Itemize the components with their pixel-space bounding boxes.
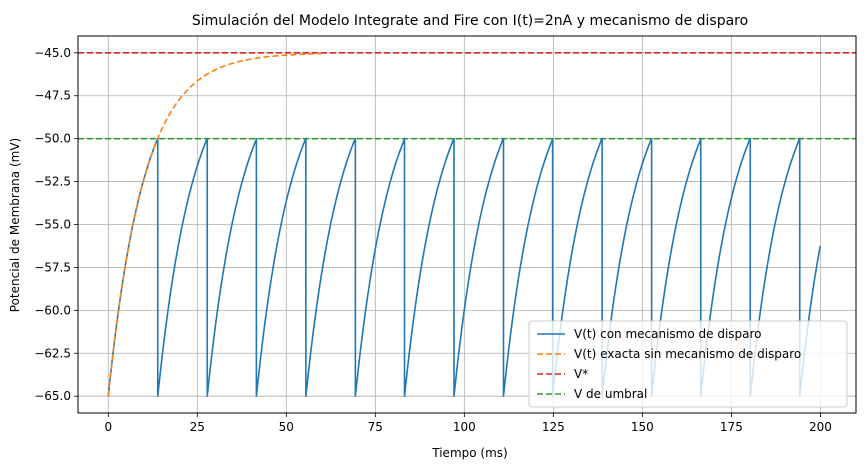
y-tick-label: −45.0 — [34, 46, 71, 60]
legend-label: V(t) con mecanismo de disparo — [574, 327, 762, 341]
y-tick-label: −55.0 — [34, 218, 71, 232]
x-tick-label: 100 — [453, 420, 476, 434]
x-tick-label: 175 — [720, 420, 743, 434]
x-tick-label: 200 — [809, 420, 832, 434]
exact-voltage-line — [107, 52, 322, 397]
x-tick-label: 150 — [631, 420, 654, 434]
y-tick-label: −62.5 — [34, 346, 71, 360]
y-tick-label: −60.0 — [34, 303, 71, 317]
x-tick-label: 75 — [368, 420, 383, 434]
legend: V(t) con mecanismo de disparo V(t) exacta… — [528, 320, 848, 408]
x-tick-label: 25 — [190, 420, 205, 434]
x-tick-label: 50 — [279, 420, 294, 434]
x-tick-label: 0 — [104, 420, 112, 434]
plot-lines — [78, 52, 856, 397]
y-tick-label: −47.5 — [34, 89, 71, 103]
legend-label: V de umbral — [574, 387, 647, 401]
legend-label: V* — [574, 367, 588, 381]
x-tick-label: 125 — [542, 420, 565, 434]
legend-box — [528, 320, 848, 408]
chart-title: Simulación del Modelo Integrate and Fire… — [192, 13, 748, 29]
y-tick-label: −65.0 — [34, 389, 71, 403]
x-axis-label: Tiempo (ms) — [431, 446, 507, 460]
y-tick-label: −50.0 — [34, 132, 71, 146]
y-axis-label: Potencial de Membrana (mV) — [8, 138, 22, 312]
y-tick-label: −57.5 — [34, 260, 71, 274]
ticks: 0 25 50 75 100 125 150 175 200 −65.0 −62.5 −60.0 −57… — [34, 46, 832, 434]
legend-label: V(t) exacta sin mecanismo de disparo — [574, 347, 801, 361]
y-tick-label: −52.5 — [34, 175, 71, 189]
